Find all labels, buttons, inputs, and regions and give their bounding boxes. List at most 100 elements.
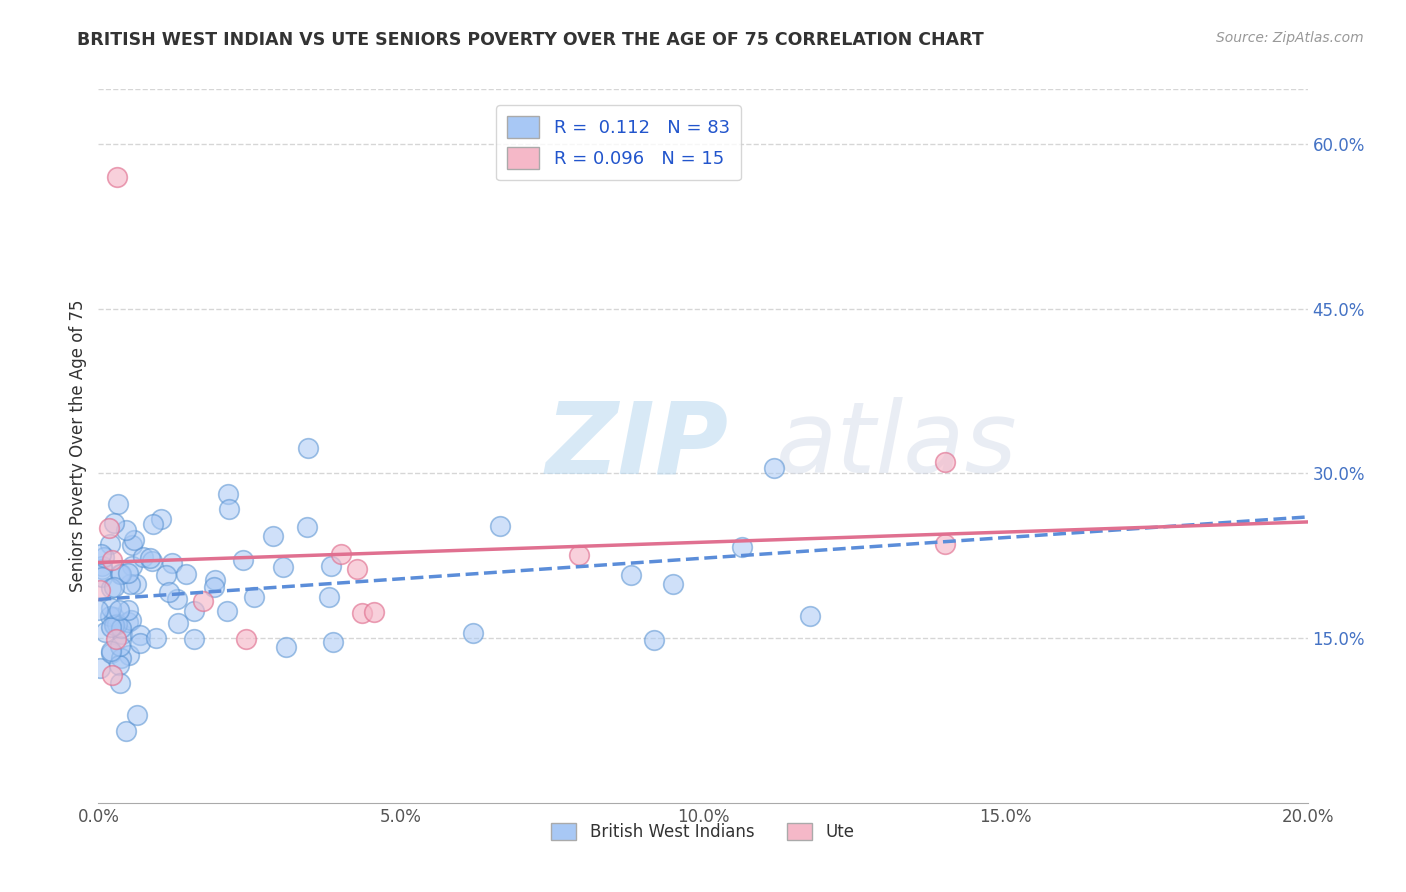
Point [235,632,257,646]
Point [91,562,114,576]
Point [104,632,127,646]
Point [114,524,136,538]
Point [90,570,112,584]
Point [295,519,318,533]
Point [125,577,148,591]
Point [193,594,215,608]
Point [934,537,956,551]
Point [217,487,239,501]
Point [762,461,785,475]
Point [117,603,139,617]
Point [262,529,284,543]
Point [643,632,665,647]
Point [176,566,198,581]
Point [330,547,353,561]
Point [89,582,111,597]
Point [98,537,121,551]
Point [105,616,128,631]
Point [98,521,121,535]
Point [166,592,188,607]
Point [934,455,956,469]
Point [145,631,167,645]
Point [103,516,125,530]
Point [89,661,111,675]
Point [118,576,141,591]
Point [103,610,125,624]
Point [104,618,127,632]
Point [110,627,132,641]
Point [142,517,165,532]
Point [125,707,148,722]
Point [103,617,125,632]
Point [128,628,150,642]
Point [108,676,131,690]
Point [100,600,122,615]
Point [271,560,294,574]
Point [100,619,122,633]
Point [110,567,132,582]
Point [101,553,124,567]
Point [108,640,131,654]
Point [461,626,484,640]
Point [90,547,112,561]
Point [352,606,374,620]
Point [204,580,226,594]
Point [100,581,122,595]
Point [122,533,145,547]
Point [103,580,125,594]
Point [155,568,177,582]
Point [620,567,643,582]
Point [108,658,131,673]
Point [160,556,183,570]
Point [98,609,121,624]
Point [167,616,190,631]
Point [87,603,110,617]
Point [149,512,172,526]
Point [110,651,132,665]
Point [110,567,132,582]
Point [141,554,163,568]
Point [117,615,139,630]
Point [94,625,117,640]
Point [139,551,162,566]
Point [121,558,143,573]
Point [322,635,344,649]
Point [110,621,132,635]
Point [730,540,752,554]
Point [108,602,131,616]
Point [121,539,143,553]
Point [363,605,385,619]
Point [117,566,139,581]
Point [799,609,821,624]
Point [318,590,340,604]
Point [100,646,122,660]
Text: atlas: atlas [776,398,1017,494]
Point [661,577,683,591]
Point [568,549,591,563]
Text: ZIP: ZIP [546,398,728,494]
Legend: British West Indians, Ute: British West Indians, Ute [544,816,862,848]
Point [157,585,180,599]
Point [120,613,142,627]
Point [183,604,205,618]
Point [183,632,205,647]
Point [297,442,319,456]
Text: Source: ZipAtlas.com: Source: ZipAtlas.com [1216,31,1364,45]
Point [91,559,114,574]
Point [215,604,238,618]
Point [489,519,512,533]
Point [204,573,226,587]
Point [218,501,240,516]
Point [232,553,254,567]
Text: BRITISH WEST INDIAN VS UTE SENIORS POVERTY OVER THE AGE OF 75 CORRELATION CHART: BRITISH WEST INDIAN VS UTE SENIORS POVER… [77,31,984,49]
Point [93,549,115,564]
Point [101,667,124,681]
Point [128,635,150,649]
Point [319,559,342,574]
Point [107,497,129,511]
Point [346,562,368,576]
Point [274,640,297,654]
Point [118,648,141,663]
Point [115,723,138,738]
Y-axis label: Seniors Poverty Over the Age of 75: Seniors Poverty Over the Age of 75 [69,300,87,592]
